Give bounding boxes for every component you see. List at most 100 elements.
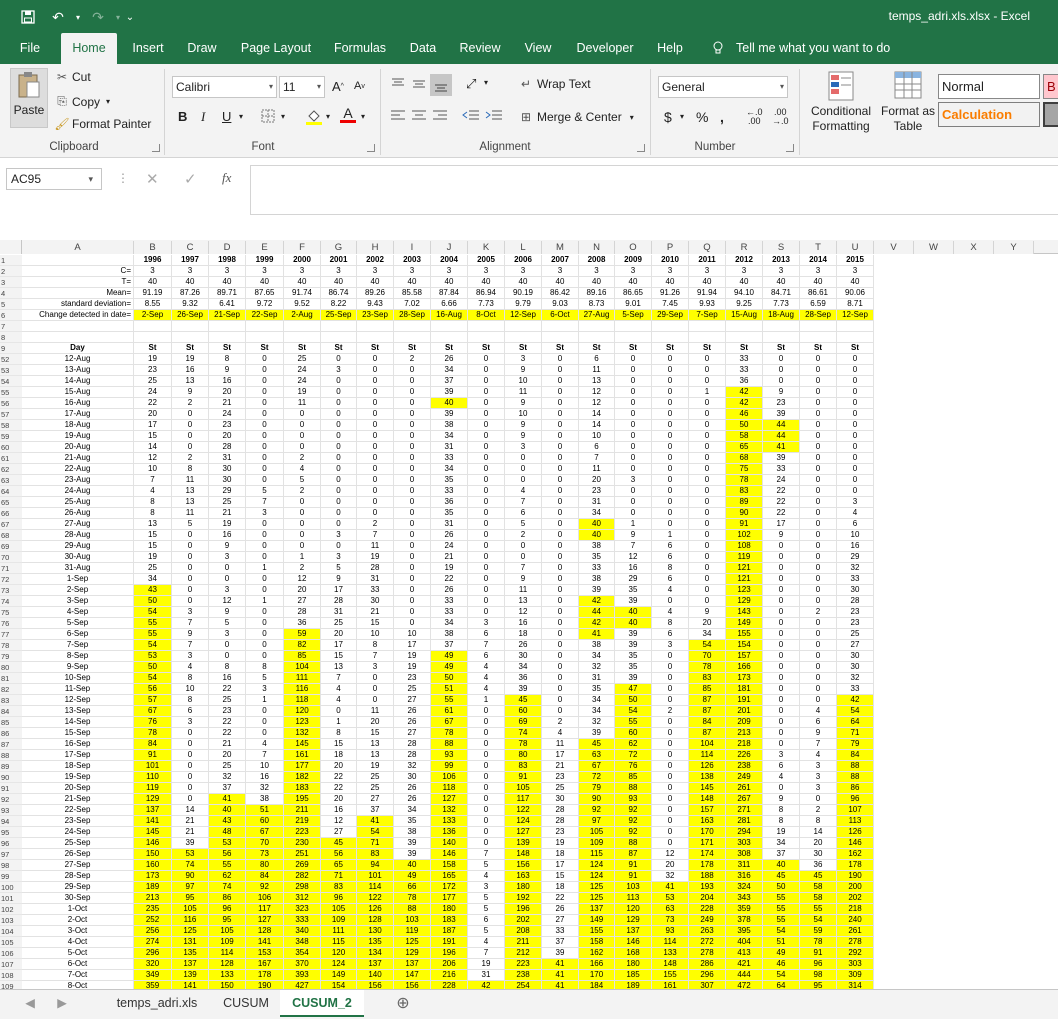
cell[interactable]: 24-Aug xyxy=(22,486,134,497)
cell[interactable]: 42 xyxy=(579,618,615,629)
cell[interactable]: 0 xyxy=(357,420,394,431)
cell[interactable]: 27 xyxy=(284,596,321,607)
cell[interactable]: 3 xyxy=(800,783,837,794)
cell[interactable]: 0 xyxy=(357,464,394,475)
cell[interactable]: 0 xyxy=(172,750,209,761)
row-header[interactable]: 85 xyxy=(0,717,22,728)
cell[interactable]: 4 xyxy=(837,508,874,519)
cell[interactable]: 50 xyxy=(431,673,468,684)
cell[interactable]: 0 xyxy=(246,706,284,717)
cell[interactable]: 34 xyxy=(431,431,468,442)
cell[interactable]: 0 xyxy=(763,640,800,651)
cell[interactable]: 8-Oct xyxy=(22,981,134,989)
cell[interactable] xyxy=(763,332,800,343)
cell[interactable]: 0 xyxy=(468,519,505,530)
cell[interactable]: 0 xyxy=(394,519,431,530)
cell[interactable]: 2 xyxy=(357,519,394,530)
cell[interactable]: 30 xyxy=(837,651,874,662)
cell[interactable]: 3 xyxy=(505,266,542,277)
cell[interactable]: 12-Aug xyxy=(22,354,134,365)
cell[interactable]: 67 xyxy=(431,717,468,728)
cell[interactable]: 86.42 xyxy=(542,288,579,299)
cell[interactable]: 67 xyxy=(134,706,172,717)
cell[interactable]: 157 xyxy=(689,805,726,816)
cell[interactable]: 0 xyxy=(394,486,431,497)
cell[interactable]: 320 xyxy=(134,959,172,970)
cell[interactable]: 0 xyxy=(800,431,837,442)
cell[interactable]: 21 xyxy=(209,508,246,519)
cell[interactable]: 4 xyxy=(468,684,505,695)
cell[interactable]: 148 xyxy=(505,849,542,860)
cell[interactable]: 9.01 xyxy=(615,299,652,310)
cell[interactable]: 54 xyxy=(134,640,172,651)
cell[interactable]: 281 xyxy=(726,816,763,827)
cell[interactable]: 309 xyxy=(837,970,874,981)
cell[interactable]: 29-Aug xyxy=(22,541,134,552)
cell[interactable]: 0 xyxy=(837,409,874,420)
underline-button[interactable]: U xyxy=(222,109,232,124)
cell[interactable] xyxy=(22,255,134,266)
cell[interactable] xyxy=(837,332,874,343)
cell[interactable]: 0 xyxy=(172,563,209,574)
cell[interactable]: 0 xyxy=(284,497,321,508)
cell[interactable]: 2-Sep xyxy=(134,310,172,321)
cell[interactable]: 20 xyxy=(134,409,172,420)
cell[interactable]: 223 xyxy=(284,827,321,838)
cell[interactable]: 75 xyxy=(726,464,763,475)
cell[interactable]: 0 xyxy=(542,673,579,684)
cell[interactable]: 17 xyxy=(542,860,579,871)
cell[interactable]: 0 xyxy=(209,574,246,585)
cell[interactable]: 1 xyxy=(284,552,321,563)
cell[interactable]: 128 xyxy=(209,959,246,970)
cell[interactable]: 0 xyxy=(763,629,800,640)
column-header[interactable]: Q xyxy=(689,241,726,254)
cell[interactable]: 0 xyxy=(800,453,837,464)
cell[interactable]: 0 xyxy=(542,585,579,596)
cell[interactable]: 54 xyxy=(763,926,800,937)
cell[interactable]: 7 xyxy=(505,497,542,508)
cell[interactable]: 0 xyxy=(468,431,505,442)
cell[interactable]: 91.74 xyxy=(284,288,321,299)
cell[interactable]: 6-Oct xyxy=(542,310,579,321)
cell[interactable]: 193 xyxy=(689,882,726,893)
cell[interactable]: 0 xyxy=(800,651,837,662)
cell[interactable]: 195 xyxy=(284,794,321,805)
cell[interactable]: 267 xyxy=(726,794,763,805)
cell[interactable]: 0 xyxy=(246,607,284,618)
cell[interactable]: 12 xyxy=(615,552,652,563)
cell[interactable]: 16 xyxy=(172,365,209,376)
cell[interactable]: 0 xyxy=(542,486,579,497)
cell[interactable]: St xyxy=(394,343,431,354)
cell[interactable]: 0 xyxy=(468,552,505,563)
cell[interactable]: 0 xyxy=(615,464,652,475)
cell[interactable]: 50 xyxy=(726,420,763,431)
cell[interactable]: 93 xyxy=(652,926,689,937)
cell[interactable]: 26 xyxy=(394,717,431,728)
tab-formulas[interactable]: Formulas xyxy=(333,41,387,55)
cell[interactable]: 0 xyxy=(394,453,431,464)
cell[interactable]: 18-Aug xyxy=(763,310,800,321)
paste-button[interactable]: Paste xyxy=(10,68,48,128)
cell[interactable]: 7 xyxy=(172,618,209,629)
cell[interactable]: 139 xyxy=(505,838,542,849)
cell[interactable]: 0 xyxy=(542,431,579,442)
cell[interactable]: 0 xyxy=(652,739,689,750)
cell[interactable]: 0 xyxy=(394,475,431,486)
cell[interactable]: 28 xyxy=(284,607,321,618)
row-header[interactable]: 108 xyxy=(0,970,22,981)
cell[interactable]: 126 xyxy=(357,904,394,915)
cell[interactable]: 40 xyxy=(394,277,431,288)
cell[interactable]: 9-Sep xyxy=(22,662,134,673)
cell[interactable]: 296 xyxy=(134,948,172,959)
cell[interactable]: 25 xyxy=(209,497,246,508)
cell[interactable]: 12-Sep xyxy=(837,310,874,321)
cell[interactable]: 128 xyxy=(246,926,284,937)
cell[interactable]: 32 xyxy=(394,761,431,772)
cell[interactable]: 139 xyxy=(172,970,209,981)
cell[interactable]: 30-Sep xyxy=(22,893,134,904)
cell[interactable]: 7 xyxy=(134,475,172,486)
tab-home[interactable]: Home xyxy=(61,33,117,64)
cell[interactable]: 19 xyxy=(394,662,431,673)
cell-style-calculation[interactable]: Calculation xyxy=(938,102,1040,127)
cell[interactable]: T= xyxy=(22,277,134,288)
